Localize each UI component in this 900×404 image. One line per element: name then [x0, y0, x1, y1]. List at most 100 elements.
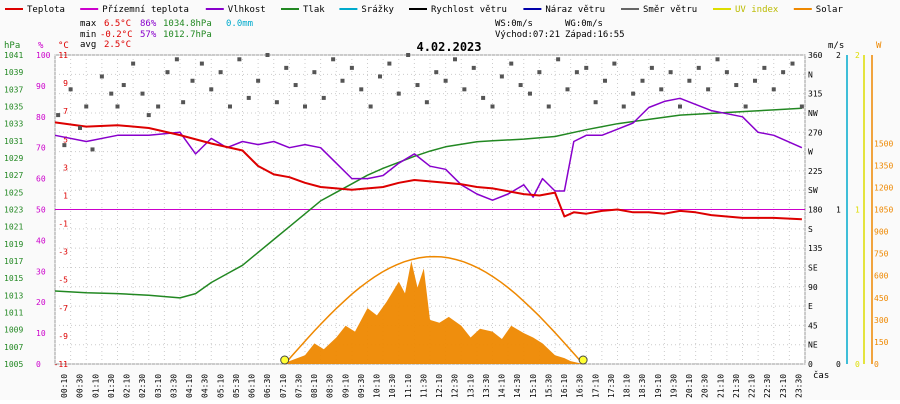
- wind-direction-point: [574, 70, 579, 75]
- solar-tick: 900: [874, 228, 889, 237]
- solar-tick: 1500: [874, 139, 893, 148]
- wind-direction-point: [706, 87, 711, 92]
- solar-tick: 450: [874, 294, 889, 303]
- press-tick: 1009: [4, 326, 23, 335]
- wind-gust-info: WG:0m/s: [565, 19, 603, 29]
- x-tick: 17:10: [591, 374, 600, 398]
- sunset-marker: [578, 355, 588, 365]
- wind-direction-point: [753, 78, 757, 83]
- sunrise-info: Východ:07:21: [495, 30, 560, 40]
- hum-tick: 40: [36, 236, 46, 245]
- temp-tick: -5: [58, 276, 68, 285]
- humidity-line: [54, 97, 803, 201]
- press-tick: 1025: [4, 188, 23, 197]
- x-tick: 11:10: [404, 374, 413, 398]
- wind-speed-info: WS:0m/s: [495, 19, 533, 29]
- wind-direction-point: [621, 104, 626, 109]
- wind-direction-point: [556, 57, 561, 62]
- temperature-line: [54, 121, 802, 221]
- wind-direction-point: [284, 65, 289, 70]
- speed-tick: 1: [836, 206, 841, 215]
- x-tick: 18:30: [638, 374, 647, 398]
- legend-label: Tlak: [303, 5, 325, 15]
- legend-label: Srážky: [361, 5, 394, 15]
- dir-tick: 225: [808, 167, 823, 176]
- x-tick: 23:30: [794, 374, 803, 398]
- temp-tick: -1: [58, 220, 68, 229]
- x-tick: 19:10: [654, 374, 663, 398]
- wind-direction-point: [528, 91, 532, 96]
- x-tick: 22:30: [763, 374, 772, 398]
- uv-tick: 1: [855, 206, 860, 215]
- uv-tick: 2: [855, 51, 860, 60]
- wind-direction-point: [696, 65, 701, 70]
- x-tick: 05:30: [232, 374, 241, 398]
- dir-tick: E: [808, 302, 813, 311]
- press-tick: 1031: [4, 137, 23, 146]
- press-tick: 1021: [4, 223, 23, 232]
- solar-tick: 1200: [874, 183, 893, 192]
- legend-label: Náraz větru: [545, 5, 605, 15]
- x-tick: 23:10: [779, 374, 788, 398]
- hum-tick: 30: [36, 267, 46, 276]
- x-tick: 14:10: [498, 374, 507, 398]
- press-tick: 1007: [4, 343, 23, 352]
- wind-direction-point: [668, 70, 673, 75]
- dir-tick: 270: [808, 128, 823, 137]
- x-tick: 07:30: [294, 374, 303, 398]
- press-tick: 1039: [4, 68, 23, 77]
- wind-direction-point: [237, 57, 242, 62]
- hum-tick: 100: [36, 51, 51, 60]
- x-tick: 09:30: [357, 374, 366, 398]
- x-tick: 19:30: [669, 374, 678, 398]
- press-tick: 1037: [4, 85, 23, 94]
- wind-direction-point: [462, 87, 467, 92]
- temp-tick: 1: [63, 191, 68, 200]
- wind-direction-point: [799, 104, 804, 109]
- wind-direction-point: [140, 91, 145, 96]
- x-tick: 13:10: [466, 374, 475, 398]
- x-tick: 03:10: [154, 374, 163, 398]
- x-tick: 07:10: [279, 374, 288, 398]
- wind-direction-point: [603, 78, 607, 83]
- x-tick: 03:30: [169, 374, 178, 398]
- temp-tick: -9: [58, 332, 68, 341]
- sunrise-marker: [280, 355, 290, 365]
- wind-direction-point: [368, 104, 373, 109]
- x-tick: 14:30: [513, 374, 522, 398]
- press-tick: 1017: [4, 257, 23, 266]
- wind-direction-point: [109, 91, 114, 96]
- press-tick: 1029: [4, 154, 23, 163]
- x-tick: 05:10: [216, 374, 225, 398]
- press-tick: 1013: [4, 291, 23, 300]
- wind-direction-point: [387, 61, 392, 66]
- wind-direction-point: [115, 104, 120, 109]
- x-tick: 15:10: [529, 374, 538, 398]
- hum-tick: 10: [36, 329, 46, 338]
- temp-tick: 7: [63, 107, 68, 116]
- legend-label: Rychlost větru: [431, 5, 507, 15]
- legend: Teplota Přízemní teplota Vlhkost Tlak Srážky…: [5, 5, 843, 15]
- wind-direction-point: [265, 53, 270, 57]
- temp-tick: 9: [63, 79, 68, 88]
- x-tick: 21:10: [716, 374, 725, 398]
- speed-tick: 2: [836, 51, 841, 60]
- wind-direction-point: [68, 87, 73, 92]
- x-tick: 11:30: [419, 374, 428, 398]
- wind-direction-point: [378, 74, 382, 79]
- wind-direction-point: [84, 104, 89, 109]
- solar-axis-unit: W: [876, 41, 882, 51]
- press-tick: 1005: [4, 360, 23, 369]
- stats-min-hum: 57%: [140, 30, 157, 40]
- wind-direction-point: [481, 95, 486, 100]
- solar-tick: 150: [874, 338, 889, 347]
- wind-direction-point: [537, 70, 542, 75]
- wind-direction-point: [715, 57, 720, 62]
- pressure-line: [54, 107, 802, 299]
- temp-tick: 3: [63, 163, 68, 172]
- dir-tick: NE: [808, 341, 818, 350]
- stats-min-press: 1012.7hPa: [163, 30, 212, 40]
- x-tick: 13:30: [482, 374, 491, 398]
- wind-direction-point: [181, 100, 186, 105]
- x-tick: 18:10: [623, 374, 632, 398]
